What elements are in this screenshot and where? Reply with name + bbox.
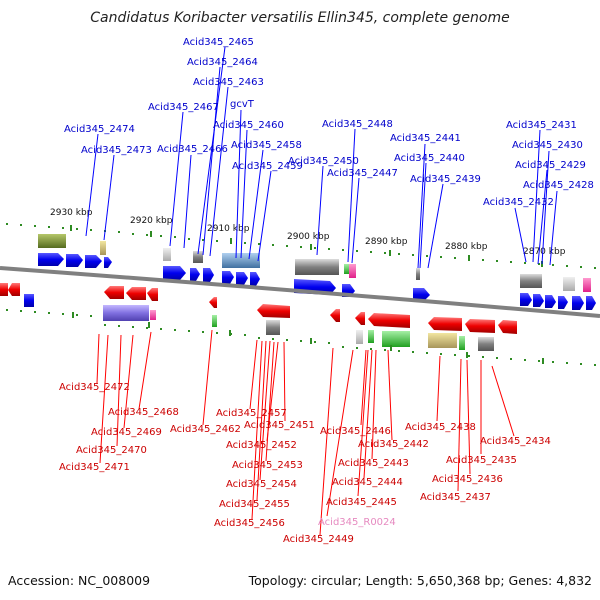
- lower-feature-track: [103, 305, 494, 351]
- gene-label: Acid345_2472: [59, 382, 130, 393]
- scale-label: 2900 kbp: [287, 232, 330, 242]
- gene-label: Acid345_2460: [213, 120, 284, 131]
- gene-label: Acid345_2429: [515, 160, 586, 171]
- gene-label: Acid345_2468: [108, 407, 179, 418]
- genome-title: Candidatus Koribacter versatilis Ellin34…: [90, 10, 510, 26]
- gene-label: Acid345_2432: [483, 197, 554, 208]
- gene-label: Acid345_2434: [480, 436, 551, 447]
- gene-label: Acid345_2467: [148, 102, 219, 113]
- gene-label: Acid345_2459: [232, 161, 303, 172]
- gene-label: Acid345_2449: [283, 534, 354, 545]
- gene-label: Acid345_2474: [64, 124, 135, 135]
- gene-label: Acid345_2439: [410, 174, 481, 185]
- gene-label: Acid345_2447: [327, 168, 398, 179]
- reverse-gene-labels: Acid345_2472 Acid345_2468 Acid345_2469 A…: [59, 382, 551, 545]
- genome-backbone: [0, 266, 600, 318]
- gene-label: Acid345_2444: [332, 477, 403, 488]
- gene-label: Acid345_2440: [394, 153, 465, 164]
- gene-label: Acid345_R0024: [318, 517, 396, 528]
- scale-label: 2870 kbp: [523, 247, 566, 257]
- gene-label: Acid345_2458: [231, 140, 302, 151]
- accession-text: Accession: NC_008009: [8, 573, 151, 588]
- gene-label: Acid345_2436: [432, 474, 503, 485]
- gene-label: Acid345_2448: [322, 119, 393, 130]
- gene-label: Acid345_2463: [193, 77, 264, 88]
- gene-label: Acid345_2446: [320, 426, 391, 437]
- reverse-label-leaders: [96, 329, 515, 536]
- gene-label: Acid345_2452: [226, 440, 297, 451]
- scale-label: 2890 kbp: [365, 237, 408, 247]
- forward-label-leaders: [85, 46, 558, 269]
- gene-label: Acid345_2442: [358, 439, 429, 450]
- genome-summary-text: Topology: circular; Length: 5,650,368 bp…: [248, 573, 592, 588]
- gene-label: Acid345_2443: [338, 458, 409, 469]
- scale-label: 2930 kbp: [50, 208, 93, 218]
- scale-label: 2880 kbp: [445, 242, 488, 252]
- gene-label: Acid345_2473: [81, 145, 152, 156]
- gene-label: Acid345_2471: [59, 462, 130, 473]
- gene-label: Acid345_2428: [523, 180, 594, 191]
- reverse-strand-genes: [0, 283, 517, 334]
- gene-label: Acid345_2455: [219, 499, 290, 510]
- scale-labels: 2930 kbp 2920 kbp 2910 kbp 2900 kbp 2890…: [50, 208, 566, 257]
- gene-label: Acid345_2438: [405, 422, 476, 433]
- gene-label: Acid345_2464: [187, 57, 258, 68]
- gene-label: Acid345_2456: [214, 518, 285, 529]
- gene-label: Acid345_2462: [170, 424, 241, 435]
- gene-label: Acid345_2470: [76, 445, 147, 456]
- gene-label: Acid345_2465: [183, 37, 254, 48]
- gene-label: Acid345_2450: [288, 156, 359, 167]
- gene-label: Acid345_2430: [512, 140, 583, 151]
- scale-label: 2910 kbp: [207, 224, 250, 234]
- upper-feature-track: [38, 234, 591, 292]
- inner-tick-ring: [6, 309, 596, 366]
- gene-label: Acid345_2441: [390, 133, 461, 144]
- scale-label: 2920 kbp: [130, 216, 173, 226]
- gene-label: Acid345_2454: [226, 479, 297, 490]
- gene-label: Acid345_2431: [506, 120, 577, 131]
- gene-label: Acid345_2435: [446, 455, 517, 466]
- gene-label: Acid345_2437: [420, 492, 491, 503]
- gene-label: Acid345_2457: [216, 408, 287, 419]
- gene-label: Acid345_2445: [326, 497, 397, 508]
- gene-label: Acid345_2466: [157, 144, 228, 155]
- gene-label: gcvT: [230, 99, 255, 110]
- gene-label: Acid345_2453: [232, 460, 303, 471]
- gene-label: Acid345_2451: [244, 420, 315, 431]
- forward-gene-labels: Acid345_2465 Acid345_2464 Acid345_2463 A…: [64, 37, 594, 208]
- gene-label: Acid345_2469: [91, 427, 162, 438]
